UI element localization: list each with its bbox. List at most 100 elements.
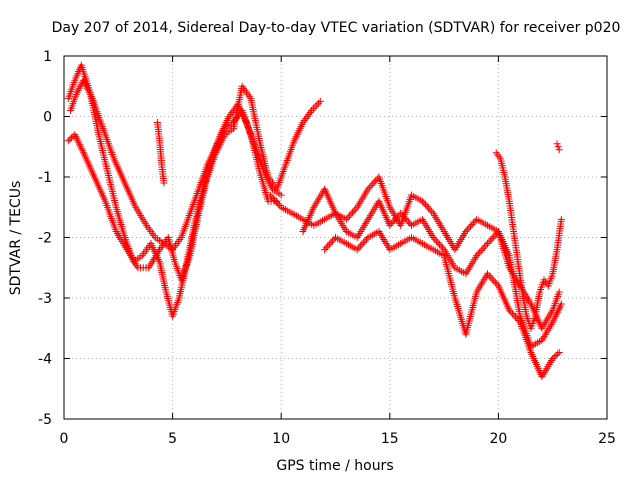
data-point: [429, 234, 437, 241]
data-point: [358, 240, 366, 248]
data-point: [277, 191, 285, 199]
series-track-2: [67, 76, 281, 254]
data-point: [488, 275, 496, 283]
data-point: [363, 235, 371, 243]
data-point: [268, 193, 276, 201]
data-point: [160, 179, 168, 187]
data-point: [480, 243, 488, 251]
data-point: [404, 218, 412, 226]
data-point: [308, 106, 316, 114]
data-point: [484, 240, 492, 248]
data-point: [330, 235, 338, 243]
x-tick-label: 15: [381, 431, 399, 447]
data-point: [328, 237, 336, 245]
data-point: [361, 237, 369, 245]
series-track-6: [321, 227, 563, 381]
y-tick-label: -3: [38, 291, 52, 307]
data-point: [555, 348, 563, 356]
data-point: [553, 140, 561, 148]
data-point: [68, 134, 76, 142]
data-point: [549, 355, 557, 362]
data-point: [434, 239, 442, 247]
data-point: [508, 310, 516, 318]
x-tick-label: 25: [598, 431, 616, 447]
data-point: [266, 191, 274, 199]
data-point: [420, 199, 428, 207]
data-point: [276, 202, 284, 210]
data-point: [344, 214, 352, 222]
data-point: [437, 242, 445, 250]
data-point: [271, 196, 279, 204]
data-point: [479, 245, 487, 253]
data-point: [389, 218, 397, 226]
data-point: [477, 246, 485, 254]
data-point: [462, 227, 470, 235]
data-point: [487, 236, 495, 244]
x-tick-label: 0: [60, 431, 69, 447]
data-point: [426, 206, 434, 214]
data-point: [369, 180, 377, 188]
x-axis-title: GPS time / hours: [276, 458, 393, 474]
data-point: [347, 210, 355, 218]
data-point: [356, 242, 364, 250]
data-point: [490, 277, 498, 285]
y-tick-label: 1: [43, 49, 52, 65]
data-point: [474, 250, 482, 258]
series-track-5: [299, 173, 563, 332]
data-point: [485, 238, 493, 246]
x-tick-label: 5: [168, 431, 177, 447]
x-tick-label: 10: [272, 431, 290, 447]
data-point: [406, 220, 414, 228]
data-point: [482, 241, 490, 249]
data-point: [66, 135, 74, 143]
data-point: [274, 200, 282, 208]
chart-title: Day 207 of 2014, Sidereal Day-to-day VTE…: [52, 20, 621, 36]
y-tick-label: -5: [38, 412, 52, 428]
series-track-8: [153, 119, 168, 187]
data-point: [428, 208, 436, 216]
data-point: [466, 222, 474, 230]
data-point: [342, 215, 350, 223]
data-point: [550, 353, 558, 361]
data-point: [418, 197, 426, 205]
series-track-3: [64, 82, 324, 284]
data-point: [493, 280, 501, 288]
data-point: [372, 176, 380, 184]
data-point: [353, 246, 361, 254]
data-point: [352, 205, 360, 213]
y-tick-label: -4: [38, 352, 52, 368]
data-point: [513, 315, 521, 323]
data-point: [552, 351, 560, 359]
data-point: [350, 207, 358, 215]
data-point: [325, 240, 333, 248]
data-point: [515, 316, 523, 324]
data-point: [313, 101, 321, 109]
data-point: [316, 97, 324, 105]
data-point: [386, 221, 394, 229]
data-point: [311, 103, 319, 111]
series-track-4: [266, 191, 565, 350]
series-track-9: [553, 140, 563, 154]
data-point: [491, 231, 499, 239]
data-point: [488, 234, 496, 242]
data-point: [435, 240, 443, 248]
data-point: [269, 195, 277, 203]
series-track-7: [492, 149, 565, 332]
data-point: [421, 201, 429, 209]
x-tick-label: 20: [489, 431, 507, 447]
data-point: [370, 178, 378, 186]
data-point: [554, 143, 562, 151]
data-point: [364, 185, 372, 193]
data-point: [64, 137, 72, 145]
data-point: [327, 239, 335, 247]
data-point: [273, 198, 281, 206]
data-point: [309, 105, 317, 113]
data-point: [397, 209, 405, 217]
data-point: [557, 215, 565, 223]
data-point: [324, 242, 332, 250]
data-point: [345, 212, 353, 220]
data-point: [471, 217, 479, 225]
